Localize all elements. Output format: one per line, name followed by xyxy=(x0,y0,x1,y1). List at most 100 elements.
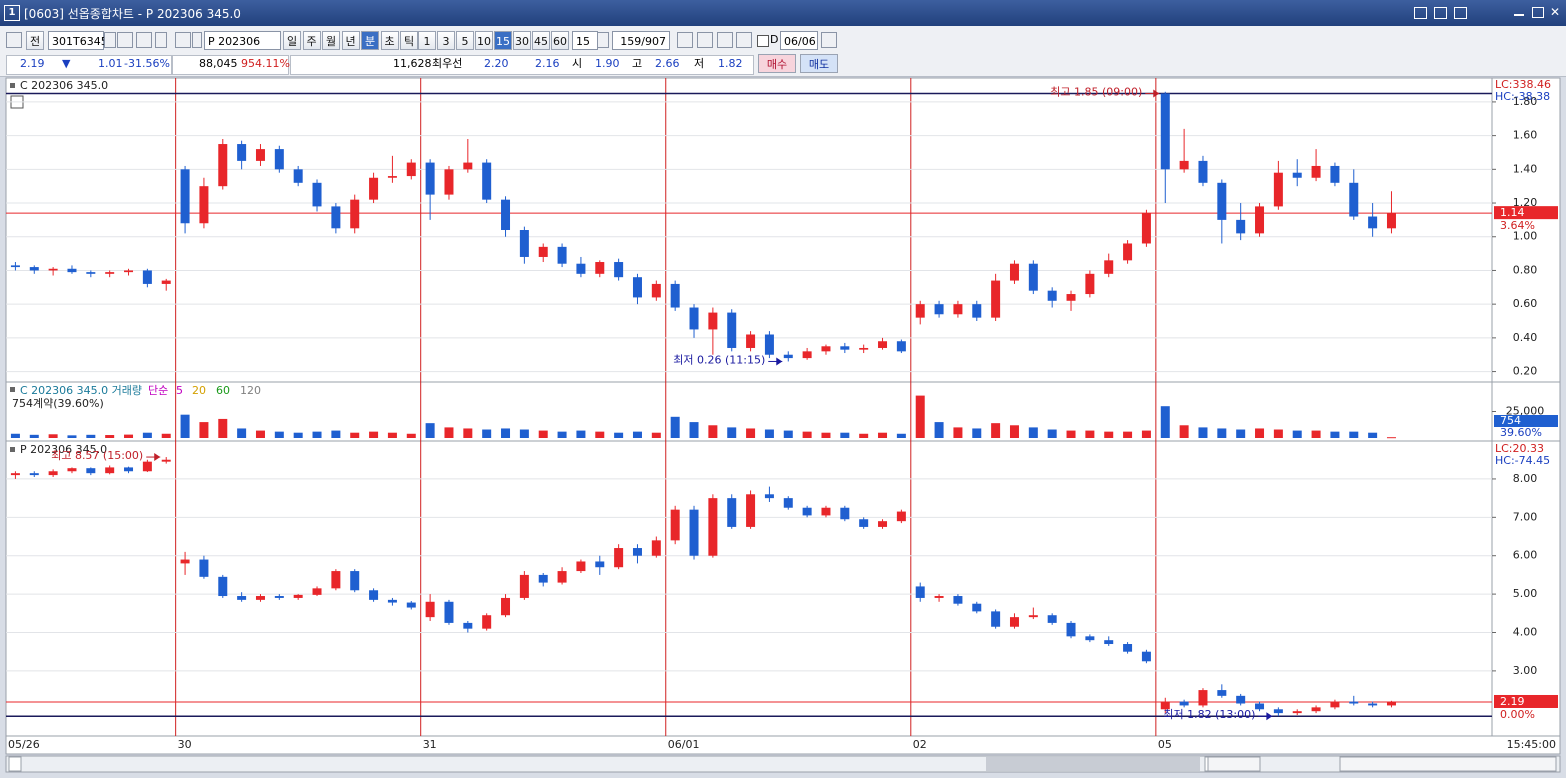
interval-button[interactable]: 45 xyxy=(532,31,550,50)
layout-icon[interactable] xyxy=(6,32,22,48)
interval-button[interactable]: 15 xyxy=(494,31,512,50)
side-button[interactable]: 전 xyxy=(26,31,44,50)
low-label: 저 xyxy=(694,57,705,70)
period-button[interactable]: 일 xyxy=(283,31,301,50)
period-button[interactable]: 월 xyxy=(322,31,340,50)
volume-bar xyxy=(670,416,680,438)
count-dropdown[interactable] xyxy=(597,32,609,48)
scroll-thumb[interactable] xyxy=(986,757,1200,771)
volume-bar xyxy=(218,418,228,438)
window-button[interactable] xyxy=(1454,7,1467,19)
scrollbar[interactable] xyxy=(5,755,1561,773)
candle-body xyxy=(1273,709,1283,714)
window-button[interactable] xyxy=(1434,7,1447,19)
scroll-left[interactable] xyxy=(8,756,22,772)
zoom-buttons[interactable] xyxy=(1339,756,1557,772)
volume-bar xyxy=(350,432,360,438)
candle-body xyxy=(218,576,228,597)
candle-body xyxy=(972,603,982,612)
code-dropdown[interactable] xyxy=(104,32,116,48)
candle-body xyxy=(953,304,963,315)
interval-button[interactable]: 1 xyxy=(418,31,436,50)
period-button[interactable]: 틱 xyxy=(400,31,418,50)
volume-bar xyxy=(953,427,963,438)
candle-body xyxy=(727,312,737,348)
candle-body xyxy=(802,507,812,516)
sound-icon[interactable] xyxy=(175,32,191,48)
volume-bar xyxy=(142,432,152,438)
interval-button[interactable]: 60 xyxy=(551,31,569,50)
volume-bar xyxy=(444,427,454,438)
interval-button[interactable]: 30 xyxy=(513,31,531,50)
code-input[interactable]: 301T6345 xyxy=(48,31,108,50)
tool-icon[interactable] xyxy=(697,32,713,48)
period-button[interactable]: 주 xyxy=(302,31,321,50)
period-button[interactable]: 년 xyxy=(341,31,360,50)
price-tag-label: 1.14 xyxy=(1500,206,1525,219)
minimize[interactable] xyxy=(1514,14,1524,16)
volume-bar xyxy=(840,432,850,438)
buy-button[interactable]: 매수 xyxy=(758,54,796,73)
window-button[interactable] xyxy=(1414,7,1427,19)
y-tick-label: 1.40 xyxy=(1513,162,1538,175)
date-input[interactable]: 06/06 xyxy=(780,31,818,50)
candle-body xyxy=(878,521,888,527)
candle-body xyxy=(463,622,473,629)
candle-body xyxy=(802,351,812,359)
interval-button[interactable]: 5 xyxy=(456,31,474,50)
volume-bar xyxy=(86,434,96,438)
candle-body xyxy=(614,262,624,278)
volume-bar xyxy=(991,423,1001,438)
candle-body xyxy=(1292,172,1302,178)
tool-icon[interactable] xyxy=(677,32,693,48)
y-tick-label: 6.00 xyxy=(1513,549,1538,562)
candle-body xyxy=(199,186,209,224)
candle-body xyxy=(369,590,379,600)
link-icon[interactable] xyxy=(136,32,152,48)
candle-body xyxy=(1123,644,1133,652)
sound-dropdown[interactable] xyxy=(192,32,202,48)
volume-bar xyxy=(124,434,134,438)
candle-body xyxy=(293,169,303,183)
candle-body xyxy=(180,559,190,564)
y-tick-label: 1.60 xyxy=(1513,129,1538,142)
candle-body xyxy=(1104,260,1114,274)
arrow-head xyxy=(154,453,161,462)
candle-body xyxy=(764,494,774,499)
panel-title: P 202306 345.0 xyxy=(20,443,107,456)
playback-buttons[interactable] xyxy=(1207,756,1261,772)
price-tag xyxy=(1494,694,1558,708)
candle-body xyxy=(67,468,77,472)
search-icon[interactable] xyxy=(117,32,133,48)
spin-icon[interactable] xyxy=(155,32,167,48)
annotation: 최저 1.82 (13:00) xyxy=(1163,708,1255,721)
candle-body xyxy=(10,473,20,476)
range-input[interactable]: 159/907 xyxy=(612,31,670,50)
candle-body xyxy=(1198,160,1208,183)
save-icon[interactable] xyxy=(717,32,733,48)
interval-button[interactable]: 10 xyxy=(475,31,493,50)
candle-body xyxy=(237,144,247,161)
price-tag xyxy=(1494,206,1558,220)
time-label: 15:45:00 xyxy=(1507,738,1556,751)
candle-body xyxy=(425,601,435,618)
candle-body xyxy=(218,144,228,187)
name-input[interactable]: P 202306 345 xyxy=(204,31,281,67)
quote-cell xyxy=(172,55,289,75)
checkbox[interactable] xyxy=(757,35,769,47)
calendar-icon[interactable] xyxy=(821,32,837,48)
settings-icon[interactable] xyxy=(736,32,752,48)
y-tick-label: 7.00 xyxy=(1513,510,1538,523)
close[interactable]: ✕ xyxy=(1550,5,1561,19)
contracts-label: 754계약(39.60%) xyxy=(12,396,104,410)
x-tick-label: 02 xyxy=(913,738,927,751)
volume-bar xyxy=(482,429,492,438)
maximize[interactable] xyxy=(1532,7,1544,18)
period-button[interactable]: 초 xyxy=(380,31,399,50)
period-button[interactable]: 분 xyxy=(361,31,379,50)
candle-body xyxy=(1349,182,1359,217)
candle-body xyxy=(105,272,115,274)
interval-button[interactable]: 3 xyxy=(437,31,455,50)
count-input[interactable]: 15 xyxy=(572,31,598,50)
sell-button[interactable]: 매도 xyxy=(800,54,838,73)
